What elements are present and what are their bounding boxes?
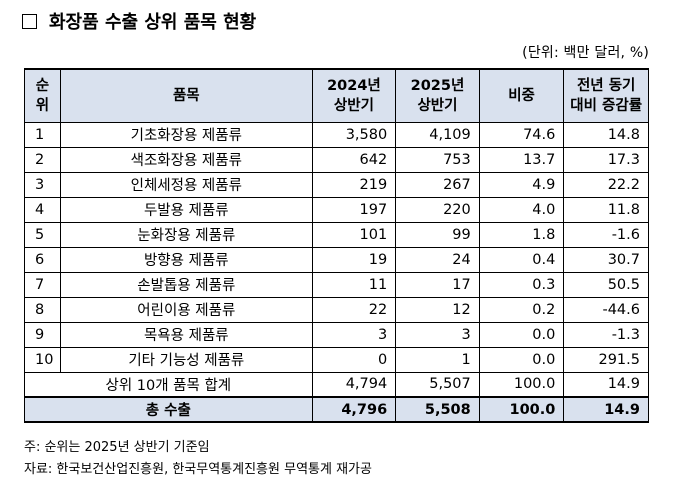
subtotal-2025: 5,507 [395,371,480,398]
item-cell: 기타 기능성 제품류 [59,346,313,373]
rank-cell: 1 [24,121,61,148]
item-cell: 색조화장용 제품류 [59,146,313,173]
value-2024-cell: 11 [311,271,397,298]
table-row: 10 기타 기능성 제품류 0 1 0.0 291.5 [24,346,649,373]
rank-cell: 7 [24,271,61,298]
footnotes: 주: 순위는 2025년 상반기 기준임 자료: 한국보건산업진흥원, 한국무역… [24,437,372,481]
value-2025-cell: 267 [395,171,480,198]
subtotal-2024: 4,794 [311,371,397,398]
yoy-cell: 50.5 [563,271,649,298]
table-row: 5 눈화장용 제품류 101 99 1.8 -1.6 [24,221,649,248]
rank-cell: 8 [24,296,61,323]
rank-cell: 3 [24,171,61,198]
table-row: 1 기초화장용 제품류 3,580 4,109 74.6 14.8 [24,121,649,148]
value-2025-cell: 99 [395,221,480,248]
share-cell: 0.2 [478,296,565,323]
yoy-cell: 17.3 [563,146,649,173]
total-2025: 5,508 [395,396,480,423]
subtotal-row: 상위 10개 품목 합계 4,794 5,507 100.0 14.9 [24,371,649,398]
share-cell: 4.9 [478,171,565,198]
checkbox-square-icon [22,13,37,29]
value-2024-cell: 19 [311,246,397,273]
value-2024-cell: 22 [311,296,397,323]
item-cell: 기초화장용 제품류 [59,121,313,148]
subtotal-label: 상위 10개 품목 합계 [24,371,313,398]
value-2024-cell: 0 [311,346,397,373]
value-2025-cell: 17 [395,271,480,298]
yoy-cell: 291.5 [563,346,649,373]
item-cell: 손발톱용 제품류 [59,271,313,298]
rank-cell: 10 [24,346,61,373]
share-cell: 0.3 [478,271,565,298]
subtotal-share: 100.0 [478,371,565,398]
header-item: 품목 [59,68,313,123]
value-2024-cell: 219 [311,171,397,198]
share-cell: 0.0 [478,321,565,348]
item-cell: 방향용 제품류 [59,246,313,273]
item-cell: 목욕용 제품류 [59,321,313,348]
page-title: 화장품 수출 상위 품목 현황 [22,8,256,34]
total-label: 총 수출 [24,396,313,423]
value-2025-cell: 24 [395,246,480,273]
total-yoy: 14.9 [563,396,649,423]
share-cell: 1.8 [478,221,565,248]
yoy-cell: -44.6 [563,296,649,323]
unit-label: (단위: 백만 달러, %) [522,45,649,61]
table-row: 6 방향용 제품류 19 24 0.4 30.7 [24,246,649,273]
rank-cell: 5 [24,221,61,248]
table-row: 8 어린이용 제품류 22 12 0.2 -44.6 [24,296,649,323]
rank-cell: 2 [24,146,61,173]
table-row: 9 목욕용 제품류 3 3 0.0 -1.3 [24,321,649,348]
table-row: 3 인체세정용 제품류 219 267 4.9 22.2 [24,171,649,198]
header-2024: 2024년 상반기 [311,68,397,123]
share-cell: 13.7 [478,146,565,173]
value-2025-cell: 1 [395,346,480,373]
item-cell: 인체세정용 제품류 [59,171,313,198]
share-cell: 0.0 [478,346,565,373]
share-cell: 0.4 [478,246,565,273]
value-2025-cell: 3 [395,321,480,348]
value-2025-cell: 220 [395,196,480,223]
footnote-basis: 주: 순위는 2025년 상반기 기준임 [24,440,210,455]
rank-cell: 4 [24,196,61,223]
total-share: 100.0 [478,396,565,423]
table-row: 2 색조화장용 제품류 642 753 13.7 17.3 [24,146,649,173]
footnote-source: 자료: 한국보건산업진흥원, 한국무역통계진흥원 무역통계 재가공 [24,462,372,477]
share-cell: 74.6 [478,121,565,148]
total-row: 총 수출 4,796 5,508 100.0 14.9 [24,396,649,423]
value-2025-cell: 12 [395,296,480,323]
value-2024-cell: 101 [311,221,397,248]
yoy-cell: 30.7 [563,246,649,273]
total-2024: 4,796 [311,396,397,423]
header-2025: 2025년 상반기 [395,68,480,123]
header-yoy: 전년 동기 대비 증감률 [563,68,649,123]
yoy-cell: 11.8 [563,196,649,223]
subtotal-yoy: 14.9 [563,371,649,398]
value-2025-cell: 4,109 [395,121,480,148]
rank-cell: 6 [24,246,61,273]
item-cell: 두발용 제품류 [59,196,313,223]
yoy-cell: -1.3 [563,321,649,348]
header-row: 순위 품목 2024년 상반기 2025년 상반기 비중 전년 동기 대비 증감… [24,68,649,123]
rank-cell: 9 [24,321,61,348]
share-cell: 4.0 [478,196,565,223]
export-table: 순위 품목 2024년 상반기 2025년 상반기 비중 전년 동기 대비 증감… [24,68,649,423]
value-2024-cell: 3,580 [311,121,397,148]
table-row: 4 두발용 제품류 197 220 4.0 11.8 [24,196,649,223]
header-rank: 순위 [24,68,61,123]
header-share: 비중 [478,68,565,123]
value-2025-cell: 753 [395,146,480,173]
item-cell: 눈화장용 제품류 [59,221,313,248]
title-text: 화장품 수출 상위 품목 현황 [49,12,257,33]
value-2024-cell: 197 [311,196,397,223]
yoy-cell: 22.2 [563,171,649,198]
table-row: 7 손발톱용 제품류 11 17 0.3 50.5 [24,271,649,298]
value-2024-cell: 3 [311,321,397,348]
yoy-cell: -1.6 [563,221,649,248]
value-2024-cell: 642 [311,146,397,173]
item-cell: 어린이용 제품류 [59,296,313,323]
yoy-cell: 14.8 [563,121,649,148]
